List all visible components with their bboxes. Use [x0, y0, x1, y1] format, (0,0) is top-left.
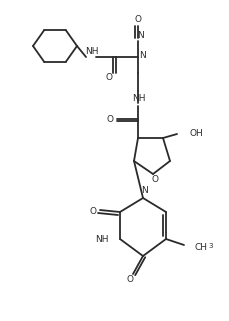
- Text: O: O: [89, 206, 96, 215]
- Text: O: O: [105, 74, 112, 82]
- Text: N: N: [141, 187, 148, 195]
- Text: NH: NH: [95, 235, 109, 244]
- Text: N: N: [139, 51, 146, 60]
- Text: O: O: [106, 116, 113, 125]
- Text: O: O: [151, 176, 158, 185]
- Text: N: N: [137, 31, 144, 40]
- Text: NH: NH: [85, 48, 98, 56]
- Text: NH: NH: [132, 94, 145, 103]
- Text: O: O: [134, 14, 141, 23]
- Text: O: O: [126, 275, 133, 284]
- Text: OH: OH: [189, 129, 203, 138]
- Text: 3: 3: [207, 243, 212, 249]
- Text: CH: CH: [194, 244, 207, 253]
